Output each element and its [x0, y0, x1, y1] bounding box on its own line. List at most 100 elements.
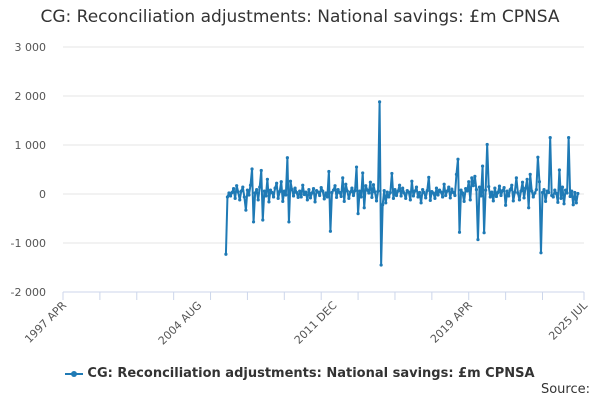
data-point [391, 196, 396, 201]
data-point [556, 200, 560, 204]
data-point [451, 190, 455, 195]
data-point [262, 189, 266, 193]
data-point [496, 190, 500, 195]
data-point [291, 194, 296, 198]
source-label: Source: [540, 382, 590, 397]
data-point [513, 190, 517, 194]
data-point [284, 193, 288, 197]
data-point [459, 188, 463, 192]
data-point [407, 190, 411, 194]
data-point [401, 186, 405, 190]
data-point [436, 193, 440, 197]
data-point [361, 171, 365, 175]
data-point [293, 186, 297, 190]
data-point [365, 188, 369, 192]
data-point [265, 177, 269, 181]
data-point [433, 196, 437, 201]
data-point [350, 186, 354, 190]
data-point [507, 194, 511, 198]
data-point [422, 190, 426, 195]
data-point [367, 191, 371, 195]
data-point [259, 168, 263, 173]
data-point [299, 195, 303, 199]
y-tick-label: 2 000 [15, 90, 47, 103]
data-point [470, 176, 474, 180]
data-point [264, 194, 268, 198]
x-tick-label: 2004 AUG [156, 299, 205, 348]
data-point [390, 171, 394, 176]
y-tick-label: -1 000 [11, 237, 46, 250]
data-point [311, 187, 316, 191]
data-point [471, 184, 475, 188]
data-point [508, 187, 512, 192]
data-point [487, 185, 491, 189]
data-point [557, 168, 562, 172]
data-point [448, 196, 452, 200]
data-point [333, 184, 337, 188]
y-tick-label: 0 [39, 188, 46, 201]
data-point [527, 206, 531, 210]
data-point [484, 188, 488, 192]
data-point [310, 191, 314, 195]
data-point [493, 186, 497, 190]
data-point [450, 187, 454, 191]
data-point [245, 188, 250, 192]
data-point [378, 100, 382, 104]
data-point [384, 201, 388, 205]
data-point [322, 197, 326, 201]
data-point [345, 189, 349, 193]
x-tick-label: 2019 APR [428, 299, 475, 346]
data-point [268, 188, 273, 192]
data-point [445, 189, 449, 193]
data-point [348, 190, 352, 194]
chart-title: CG: Reconciliation adjustments: National… [40, 7, 560, 27]
data-point [519, 189, 523, 193]
y-tick-label: -2 000 [11, 286, 46, 299]
data-point [344, 182, 348, 186]
data-point [387, 195, 391, 199]
data-point [439, 190, 443, 194]
data-point [255, 187, 259, 192]
data-point [525, 177, 529, 181]
data-point [476, 237, 480, 242]
data-point [318, 193, 322, 198]
data-point [462, 199, 466, 203]
data-point [397, 183, 402, 187]
data-point [442, 182, 446, 186]
data-point [539, 251, 543, 255]
data-point [465, 189, 469, 193]
data-point [536, 155, 540, 159]
data-point [271, 195, 276, 199]
data-point [411, 194, 416, 198]
data-point [428, 198, 432, 202]
data-point [499, 193, 503, 198]
data-point [270, 190, 274, 195]
data-point [250, 167, 254, 171]
data-point [336, 187, 340, 192]
grid [63, 46, 584, 293]
data-point [416, 195, 420, 199]
data-point [482, 231, 486, 235]
data-point [399, 194, 403, 198]
data-point [447, 185, 451, 189]
data-point [301, 183, 305, 187]
series-line [224, 100, 579, 267]
data-point [479, 194, 483, 198]
data-point [553, 188, 557, 192]
legend[interactable]: CG: Reconciliation adjustments: National… [0, 366, 600, 381]
data-point [444, 193, 448, 198]
series-group [224, 100, 580, 267]
data-point [559, 196, 563, 201]
data-point [316, 190, 320, 194]
data-point [354, 165, 359, 169]
data-point [295, 190, 299, 195]
data-point [542, 187, 546, 192]
data-point [379, 263, 383, 267]
y-axis-labels: 3 000 2 000 1 000 0 -1 000 -2 000 [11, 41, 46, 299]
data-point [402, 191, 406, 195]
data-point [434, 186, 439, 190]
data-point [327, 169, 331, 174]
data-point [298, 189, 302, 193]
data-point [308, 196, 313, 200]
